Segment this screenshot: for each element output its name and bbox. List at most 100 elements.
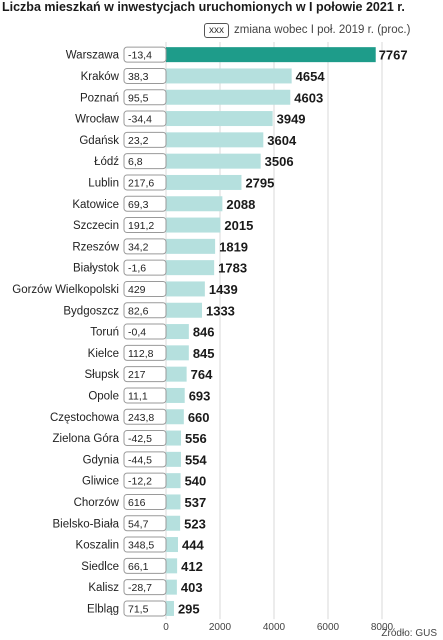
category-label: Gliwice xyxy=(82,476,119,488)
change-box xyxy=(123,131,167,148)
bar xyxy=(166,451,181,467)
change-box xyxy=(123,557,167,574)
category-label: Bydgoszcz xyxy=(63,305,119,317)
bar xyxy=(166,89,291,105)
change-label: -44,5 xyxy=(128,454,152,466)
change-box xyxy=(123,408,167,425)
category-label: Kraków xyxy=(81,71,120,83)
change-label: -1,6 xyxy=(128,263,146,275)
bar xyxy=(166,260,215,276)
bar xyxy=(166,579,177,595)
category-label: Elbląg xyxy=(87,603,119,615)
value-label: 1783 xyxy=(218,261,247,276)
bar xyxy=(166,430,182,446)
bar xyxy=(166,217,221,233)
value-label: 554 xyxy=(185,452,207,467)
value-label: 1439 xyxy=(209,282,238,297)
category-label: Poznań xyxy=(80,92,119,104)
change-box xyxy=(123,387,167,404)
change-label: -12,2 xyxy=(128,476,152,488)
change-label: 11,1 xyxy=(128,390,148,402)
category-label: Łódź xyxy=(94,156,119,168)
category-label: Gorzów Wielkopolski xyxy=(12,284,119,296)
change-box xyxy=(123,366,167,383)
value-label: 2015 xyxy=(224,218,253,233)
change-box xyxy=(123,579,167,596)
value-label: 540 xyxy=(185,474,207,489)
category-label: Słupsk xyxy=(84,369,119,381)
category-label: Gdańsk xyxy=(79,135,119,147)
change-box xyxy=(123,89,167,106)
change-box xyxy=(123,515,167,532)
change-box xyxy=(123,323,167,340)
change-box xyxy=(123,451,167,468)
change-label: 191,2 xyxy=(128,220,154,232)
chart-title: Liczba mieszkań w inwestycjach uruchomio… xyxy=(2,0,405,14)
change-box xyxy=(123,174,167,191)
category-label: Katowice xyxy=(72,199,119,211)
change-label: -42,5 xyxy=(128,433,152,445)
change-box xyxy=(123,195,167,212)
change-box xyxy=(123,430,167,447)
change-label: 54,7 xyxy=(128,518,149,530)
bar xyxy=(166,174,242,190)
category-label: Siedlce xyxy=(81,561,119,573)
change-box xyxy=(123,110,167,127)
change-label: 429 xyxy=(128,284,146,296)
x-tick-label: 2000 xyxy=(209,622,232,633)
category-label: Gdynia xyxy=(83,454,120,466)
change-label: -34,4 xyxy=(128,114,152,126)
value-label: 3604 xyxy=(267,133,297,148)
x-tick-label: 8000 xyxy=(371,622,394,633)
bar xyxy=(166,324,189,340)
source-note: Źródło: GUS xyxy=(381,628,437,639)
change-label: 34,2 xyxy=(128,241,149,253)
value-label: 556 xyxy=(185,431,207,446)
bar xyxy=(166,196,223,212)
x-tick-label: 0 xyxy=(163,622,169,633)
category-label: Kielce xyxy=(88,348,119,360)
change-label: 71,5 xyxy=(128,603,149,615)
value-label: 412 xyxy=(181,559,203,574)
change-label: 6,8 xyxy=(128,156,143,168)
change-label: 217,6 xyxy=(128,177,154,189)
change-label: 23,2 xyxy=(128,135,149,147)
value-label: 523 xyxy=(184,516,206,531)
category-label: Szczecin xyxy=(73,220,119,232)
value-label: 846 xyxy=(193,325,215,340)
bar xyxy=(166,302,202,318)
value-label: 4603 xyxy=(294,90,323,105)
value-label: 2088 xyxy=(226,197,255,212)
category-label: Koszalin xyxy=(76,540,119,552)
category-label: Rzeszów xyxy=(72,241,119,253)
change-box xyxy=(123,302,167,319)
value-label: 3949 xyxy=(277,112,306,127)
bar xyxy=(166,153,261,169)
change-label: 243,8 xyxy=(128,412,154,424)
change-box xyxy=(123,217,167,234)
category-label: Bielsko-Biała xyxy=(53,518,120,530)
bar xyxy=(166,132,264,148)
change-label: -28,7 xyxy=(128,582,152,594)
value-label: 1819 xyxy=(219,239,248,254)
category-label: Wrocław xyxy=(75,114,120,126)
value-label: 295 xyxy=(178,601,200,616)
change-box xyxy=(123,472,167,489)
bar xyxy=(166,47,376,63)
change-box xyxy=(123,259,167,276)
change-label: 95,5 xyxy=(128,92,149,104)
change-label: 66,1 xyxy=(128,561,149,573)
value-label: 845 xyxy=(193,346,215,361)
category-label: Chorzów xyxy=(74,497,120,509)
change-box xyxy=(123,344,167,361)
category-label: Zielona Góra xyxy=(53,433,120,445)
change-label: 38,3 xyxy=(128,71,149,83)
change-box xyxy=(123,67,167,84)
change-label: -13,4 xyxy=(128,50,152,62)
category-label: Opole xyxy=(88,390,119,402)
change-box xyxy=(123,153,167,170)
change-box xyxy=(123,493,167,510)
value-label: 537 xyxy=(184,495,206,510)
bar xyxy=(166,111,273,127)
legend-label: zmiana wobec I poł. 2019 r. (proc.) xyxy=(234,24,411,36)
